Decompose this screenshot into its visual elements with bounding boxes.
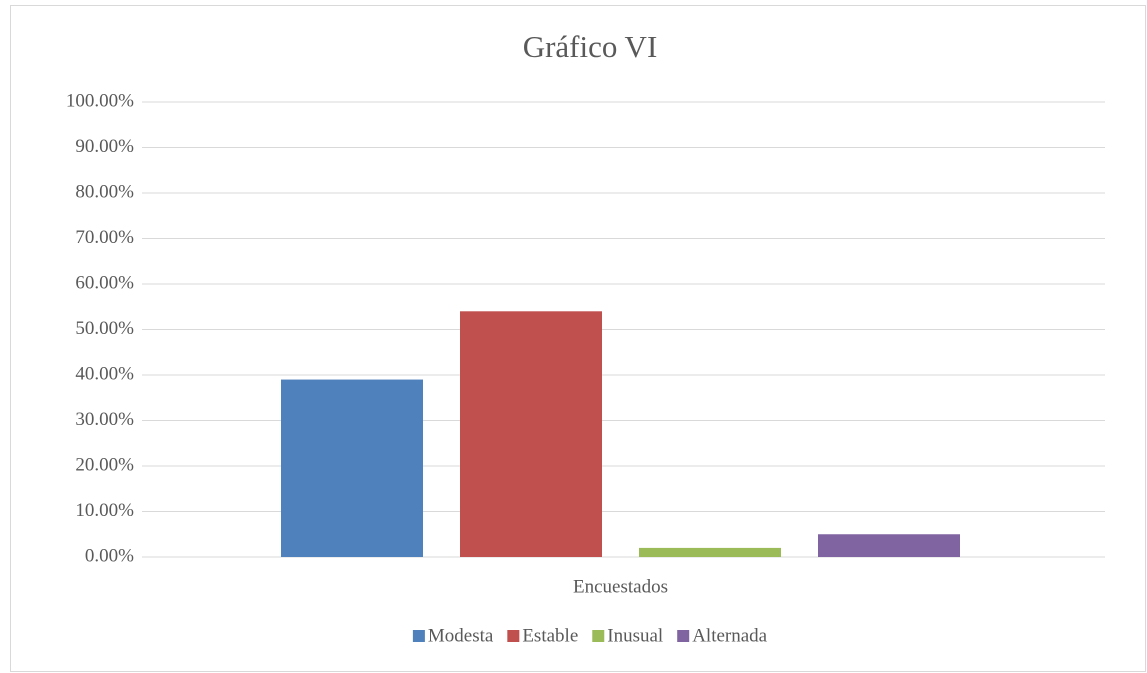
y-tick-label: 100.00% bbox=[66, 90, 134, 111]
legend-label: Alternada bbox=[692, 625, 767, 646]
y-tick-label: 80.00% bbox=[75, 181, 134, 202]
y-tick-label: 50.00% bbox=[75, 318, 134, 339]
legend-swatch bbox=[677, 630, 690, 642]
legend-swatch bbox=[412, 630, 425, 642]
legend-swatch bbox=[592, 630, 605, 642]
legend-swatch bbox=[507, 630, 520, 642]
y-tick-label: 0.00% bbox=[85, 545, 134, 566]
bar bbox=[639, 547, 781, 557]
y-tick-label: 90.00% bbox=[75, 136, 134, 157]
x-tick-label: Encuestados bbox=[573, 576, 668, 597]
y-tick-label: 40.00% bbox=[75, 363, 134, 384]
legend-label: Estable bbox=[522, 625, 578, 646]
legend-label: Inusual bbox=[607, 625, 663, 646]
y-tick-label: 70.00% bbox=[75, 227, 134, 248]
bar bbox=[818, 534, 960, 557]
bar bbox=[460, 311, 602, 557]
y-tick-label: 60.00% bbox=[75, 272, 134, 293]
y-tick-label: 10.00% bbox=[75, 500, 134, 521]
bar bbox=[281, 379, 423, 557]
y-tick-label: 30.00% bbox=[75, 409, 134, 430]
chart-title: Gráfico VI bbox=[523, 29, 658, 64]
legend-label: Modesta bbox=[428, 625, 494, 646]
y-tick-label: 20.00% bbox=[75, 454, 134, 475]
